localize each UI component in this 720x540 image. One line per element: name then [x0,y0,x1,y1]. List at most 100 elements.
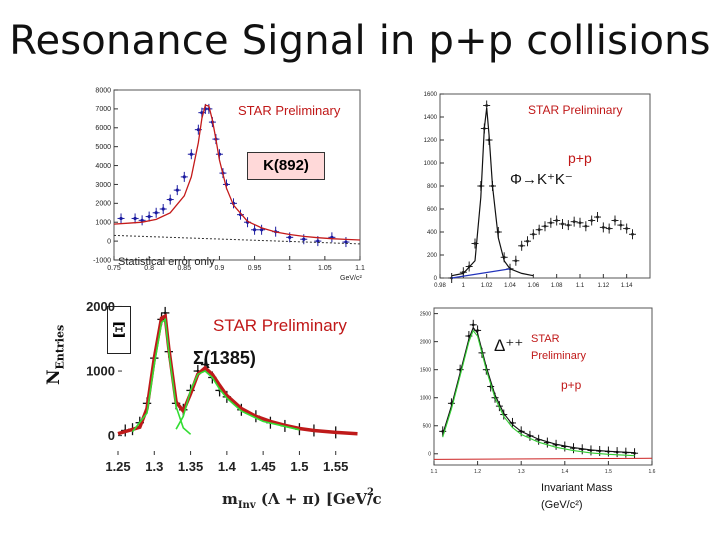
data-point [549,221,553,225]
y-tick-label: 1000 [95,220,111,227]
k892-note: Statistical error only [118,256,215,268]
x-tick-label: 1.06 [527,283,539,289]
x-tick-label: 1.4 [561,469,568,475]
fit-line [117,313,358,436]
x-tick-label: 1.12 [597,283,609,289]
sigma-xlabel-sub: Inv [237,500,256,511]
data-point [566,223,570,227]
data-point [601,226,605,229]
data-point [252,228,257,232]
x-tick-label: 1.14 [621,283,633,289]
x-tick-label: 1.55 [323,459,348,474]
y-tick-label: 1600 [424,92,438,98]
data-point [168,197,172,202]
x-tick-label: 1.45 [250,459,275,474]
delta-title: STAR Preliminary [531,333,587,362]
x-tick-label: 1.35 [178,459,203,474]
y-tick-label: 8000 [95,87,111,94]
background-line [451,268,511,279]
y-tick-label: 1400 [424,115,438,121]
y-tick-label: 200 [427,253,438,259]
y-tick-label: 1000 [86,363,115,378]
data-point [476,329,479,332]
x-tick-label: 1.08 [551,283,563,289]
sigma-xlabel-m: m [222,490,238,508]
plot-frame [433,307,653,466]
fit-line [451,107,534,277]
y-tick-label: 7000 [95,106,111,113]
data-point [572,220,576,224]
y-tick-label: 2000 [420,339,431,345]
delta-xunit: (GeV/c²) [541,499,583,511]
sigma-ylabel-n: N [44,369,64,385]
x-tick-label: 1 [462,283,466,289]
data-point [543,224,547,228]
x-tick-label: 1.5 [605,469,612,475]
sigma-xlabel: mInv (Λ + π) [GeV/c [222,490,382,511]
y-tick-label: 1500 [420,367,431,373]
data-point [203,363,207,366]
x-tick-label: 1.2 [474,469,481,475]
data-point [163,311,167,315]
k892-title: STAR Preliminary [238,103,341,118]
data-point [584,224,588,228]
data-point [596,215,599,219]
component-line [131,317,192,435]
y-tick-label: 1200 [424,138,438,144]
y-tick-label: 5000 [95,144,111,151]
data-point [196,128,200,132]
sigma-xlabel-rest: (Λ + π) [GeV/c [260,490,382,508]
data-point [288,235,292,239]
data-point [607,227,611,230]
data-point [182,175,186,179]
phi-products: K⁺K⁻ [536,171,573,188]
sigma-ylabel-sub: Entries [53,324,67,370]
x-tick-label: 1.1 [355,265,365,272]
x-tick-label: 1.05 [318,265,332,272]
data-point [133,216,137,221]
y-tick-label: 0 [108,428,115,443]
data-point [619,223,623,227]
xi-label: Ξ [107,306,131,354]
y-tick-label: -1000 [93,257,111,264]
y-tick-label: 0 [107,238,111,245]
y-tick-label: 6000 [95,125,111,132]
x-tick-label: 1.6 [649,469,656,475]
data-point [526,239,529,243]
y-tick-label: 400 [427,230,438,236]
phi-title: STAR Preliminary [528,103,623,117]
background-line [113,234,361,245]
fit-component-line [442,329,635,457]
x-tick-label: 1.4 [218,459,237,474]
phi-symbol: Φ [510,171,522,188]
plot-frame [113,89,361,261]
data-point [154,211,158,215]
data-point [344,240,348,244]
sigma-title: STAR Preliminary [213,316,347,335]
y-tick-label: 0 [428,451,431,457]
fit-line [442,326,635,454]
component2-line [175,370,300,431]
delta-label: Δ⁺⁺ [494,336,524,355]
y-tick-label: 0 [434,276,438,282]
data-point [485,104,489,107]
delta-system: p+p [561,378,582,392]
k892-label: K(892) [247,152,325,180]
sigma-xlabel-sup: 2 [367,487,374,498]
data-point [555,219,559,222]
data-point [119,216,123,221]
y-tick-label: 2500 [420,311,431,317]
x-tick-label: 1.04 [504,283,516,289]
data-point [302,237,306,241]
x-tick-label: 0.85 [177,265,191,272]
k892-chart: 0.75 0.8 0.85 0.9 0.95 1 1.05 1.1 -1000 0 1000 2000… [93,87,365,272]
data-point [473,242,477,245]
data-point [175,188,179,192]
y-tick-label: 600 [427,207,438,213]
data-point [631,232,634,236]
arrow-icon: → [521,171,537,188]
data-point [520,244,524,248]
y-tick-label: 3000 [95,182,111,189]
sigma-label: Σ(1385) [193,348,256,368]
